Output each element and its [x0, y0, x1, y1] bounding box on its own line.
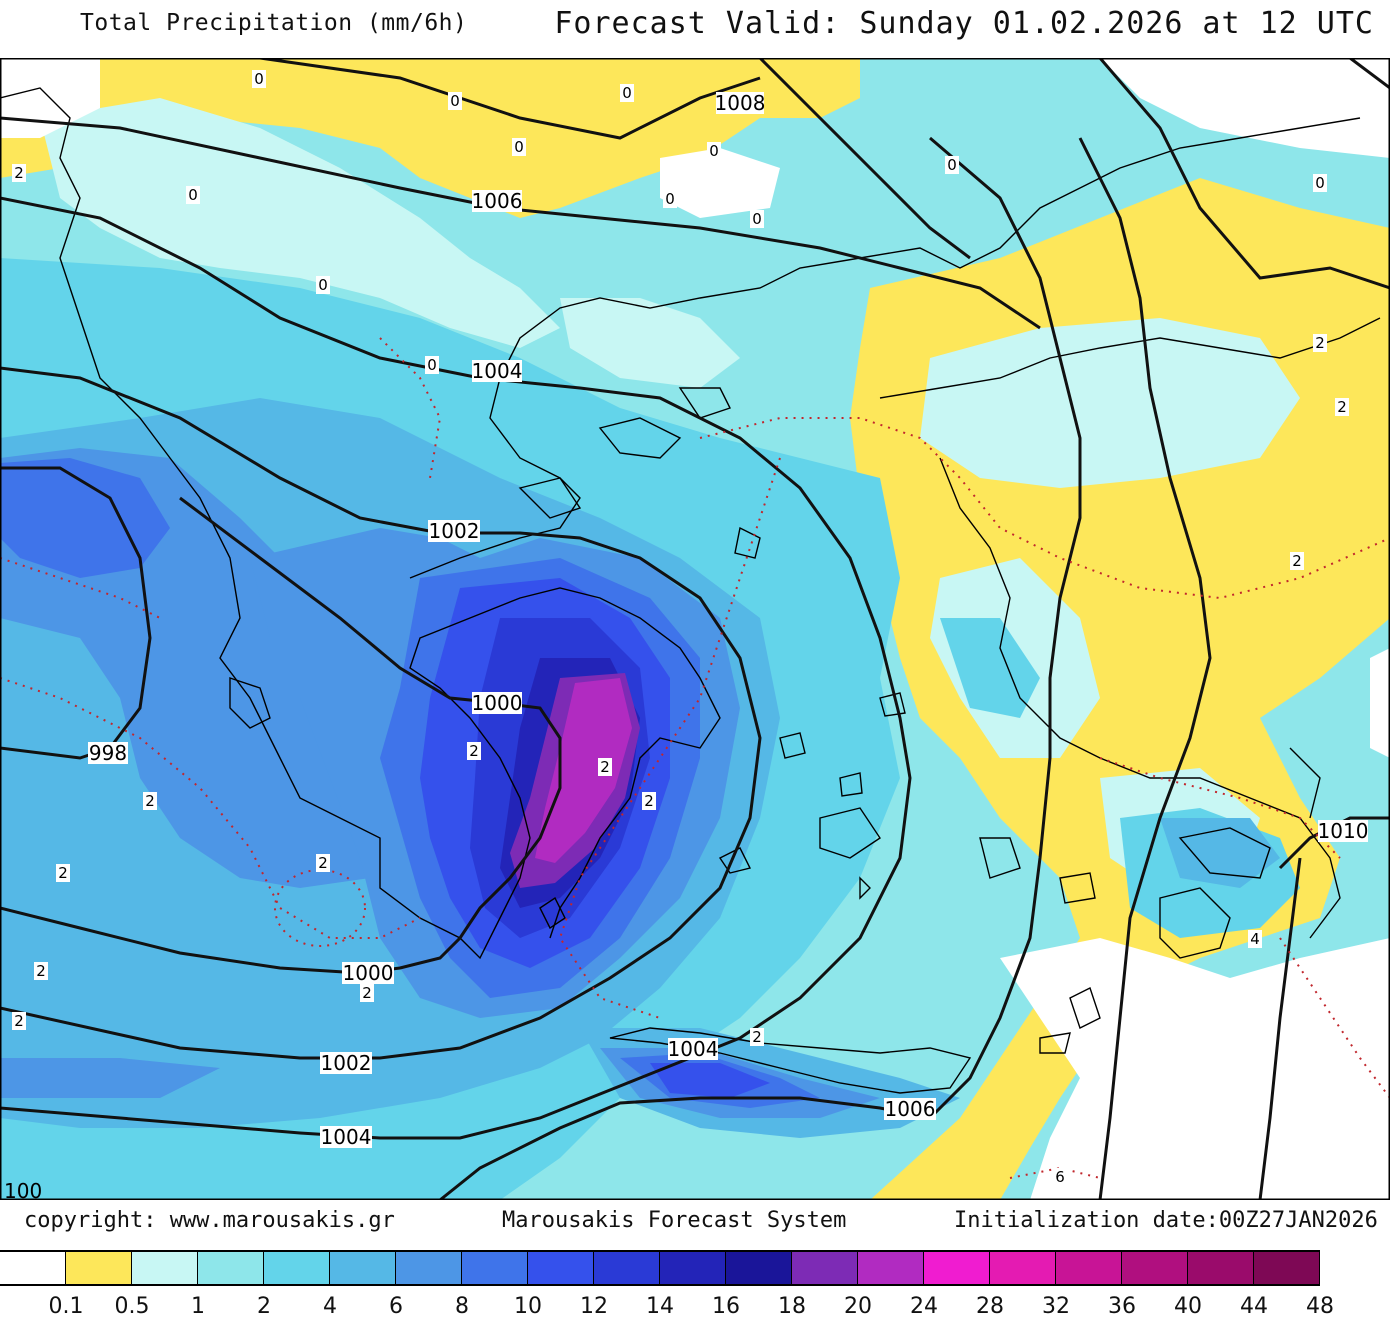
- forecast-system-name: Marousakis Forecast System: [502, 1208, 847, 1233]
- precip-label: 0: [254, 70, 264, 88]
- precip-label: 2: [1315, 334, 1325, 352]
- isobar-label-1004-crete: 1004: [668, 1037, 719, 1061]
- precip-label: 0: [318, 276, 328, 294]
- legend-tick-labels: 0.1 0.5 1 2 4 6 8 10 12 14 16 18 20 24 28 32 36 40 44 48: [0, 1294, 1390, 1324]
- color-legend: 0.1 0.5 1 2 4 6 8 10 12 14 16 18 20 24 28 32 36 40 44 48: [0, 1250, 1390, 1338]
- legend-tick-label: 8: [455, 1294, 469, 1319]
- isobar-label-1000-south: 1000: [343, 961, 394, 985]
- legend-tick-label: 32: [1042, 1294, 1070, 1319]
- precip-label: 0: [947, 156, 957, 174]
- precip-label: 0: [622, 84, 632, 102]
- legend-tick-label: 44: [1240, 1294, 1268, 1319]
- legend-swatch: [792, 1252, 858, 1284]
- legend-tick-label: 10: [514, 1294, 542, 1319]
- legend-swatch: [0, 1252, 66, 1284]
- legend-swatch: [858, 1252, 924, 1284]
- legend-swatch: [594, 1252, 660, 1284]
- precip-label: 2: [362, 984, 372, 1002]
- isobar-label-1010: 1010: [1318, 819, 1369, 843]
- isobar-label-1000: 1000: [472, 691, 523, 715]
- precip-label: 4: [1250, 930, 1260, 948]
- precip-label: 2: [752, 1028, 762, 1046]
- legend-swatch: [1056, 1252, 1122, 1284]
- legend-tick-label: 14: [646, 1294, 674, 1319]
- legend-swatch: [330, 1252, 396, 1284]
- precip-label: 2: [1337, 398, 1347, 416]
- legend-swatch: [1254, 1252, 1320, 1284]
- isobars: [0, 58, 1390, 1200]
- legend-tick-label: 24: [910, 1294, 938, 1319]
- isobar-label-1006: 1006: [472, 189, 523, 213]
- precip-label: 2: [14, 1012, 24, 1030]
- precip-contours: [0, 337, 1390, 1179]
- isobar-label-1004: 1004: [472, 359, 523, 383]
- precip-label: 2: [58, 864, 68, 882]
- legend-tick-label: 28: [976, 1294, 1004, 1319]
- precip-label: 0: [427, 356, 437, 374]
- legend-tick-label: 40: [1174, 1294, 1202, 1319]
- legend-tick-label: 48: [1306, 1294, 1334, 1319]
- precip-label: 2: [644, 792, 654, 810]
- footer: copyright: www.marousakis.gr Marousakis …: [0, 1200, 1390, 1242]
- precip-label: 6: [1055, 1168, 1065, 1186]
- legend-swatch: [132, 1252, 198, 1284]
- legend-swatch: [462, 1252, 528, 1284]
- isobar-label-998: 998: [89, 741, 127, 765]
- legend-tick-label: 2: [257, 1294, 271, 1319]
- precip-band-0-1: [0, 58, 1390, 1200]
- isobar-label-1002-south: 1002: [321, 1051, 372, 1075]
- legend-swatch: [924, 1252, 990, 1284]
- precip-label: 2: [1292, 552, 1302, 570]
- legend-tick-label: 18: [778, 1294, 806, 1319]
- precip-label: 0: [752, 210, 762, 228]
- legend-swatch: [1188, 1252, 1254, 1284]
- legend-tick-label: 1: [191, 1294, 205, 1319]
- precipitation-map: 1008 1006 1004 1002 1000 998 1000 1002 1…: [0, 58, 1390, 1200]
- legend-tick-label: 0.5: [114, 1294, 150, 1319]
- legend-color-bar: [0, 1250, 1320, 1286]
- precip-label: 2: [14, 164, 24, 182]
- legend-swatch: [660, 1252, 726, 1284]
- isobar-label-1008: 1008: [715, 91, 766, 115]
- legend-swatch: [990, 1252, 1056, 1284]
- isobar-label-1006-east: 1006: [885, 1097, 936, 1121]
- legend-tick-label: 20: [844, 1294, 872, 1319]
- isobar-labels: 1008 1006 1004 1002 1000 998 1000 1002 1…: [4, 91, 1368, 1200]
- legend-tick-label: 4: [323, 1294, 337, 1319]
- precip-band-20: [535, 678, 632, 863]
- isobar-label-1004-south: 1004: [321, 1125, 372, 1149]
- precip-label: 0: [514, 138, 524, 156]
- copyright-text: copyright: www.marousakis.gr: [24, 1208, 395, 1233]
- precip-label: 0: [1315, 174, 1325, 192]
- precip-label: 2: [600, 758, 610, 776]
- initialization-date: Initialization date:00Z27JAN2026: [954, 1208, 1378, 1233]
- legend-swatch: [1122, 1252, 1188, 1284]
- legend-swatch: [528, 1252, 594, 1284]
- legend-tick-label: 16: [712, 1294, 740, 1319]
- precip-label: 0: [665, 190, 675, 208]
- legend-tick-label: 6: [389, 1294, 403, 1319]
- legend-swatch: [264, 1252, 330, 1284]
- legend-swatch: [396, 1252, 462, 1284]
- precip-label: 2: [318, 854, 328, 872]
- precip-label: 2: [145, 792, 155, 810]
- isobar-label-1002: 1002: [429, 519, 480, 543]
- precip-contour-labels: 0 0 0 0 0 0 0 0 0 0 0 0 2 2 2 2 2 2 2 2 …: [12, 70, 1349, 1186]
- legend-swatch: [66, 1252, 132, 1284]
- precip-label: 0: [709, 142, 719, 160]
- legend-tick-label: 0.1: [48, 1294, 84, 1319]
- precip-label: 2: [469, 742, 479, 760]
- precip-label: 0: [450, 92, 460, 110]
- legend-swatch: [198, 1252, 264, 1284]
- forecast-valid-time: Forecast Valid: Sunday 01.02.2026 at 12 …: [554, 6, 1374, 41]
- header: Total Precipitation (mm/6h) Forecast Val…: [0, 0, 1390, 58]
- legend-tick-label: 12: [580, 1294, 608, 1319]
- isobar-label-edge: 100: [4, 1179, 42, 1200]
- map-title: Total Precipitation (mm/6h): [80, 10, 468, 36]
- precip-label: 0: [188, 186, 198, 204]
- precip-label: 2: [36, 962, 46, 980]
- legend-tick-label: 36: [1108, 1294, 1136, 1319]
- legend-swatch: [726, 1252, 792, 1284]
